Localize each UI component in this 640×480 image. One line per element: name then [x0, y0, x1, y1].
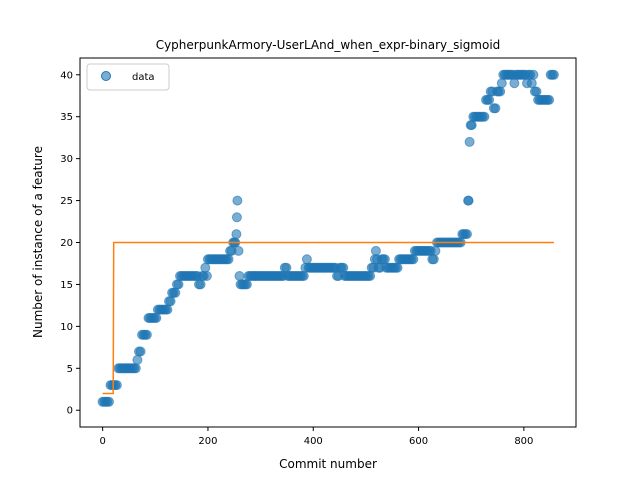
- data-point: [135, 346, 146, 357]
- y-axis: 0 5 10 15 20 25 30 35 40: [60, 70, 80, 417]
- data-point: [130, 363, 141, 374]
- x-axis-label: Commit number: [279, 457, 377, 471]
- data-point: [428, 254, 439, 265]
- legend-marker: [101, 71, 111, 81]
- x-tick-label: 0: [99, 436, 105, 447]
- y-tick-label: 15: [60, 280, 73, 291]
- data-point: [379, 254, 390, 265]
- data-point: [466, 120, 477, 131]
- data-point: [531, 86, 542, 97]
- legend-box: [86, 63, 170, 91]
- data-point: [365, 271, 376, 281]
- data-point: [370, 245, 381, 256]
- data-point: [464, 136, 475, 147]
- x-tick-label: 200: [198, 436, 217, 447]
- data-point: [200, 262, 211, 273]
- data-point: [301, 254, 312, 265]
- data-point: [548, 69, 559, 80]
- data-point: [223, 254, 234, 265]
- data-point: [195, 279, 206, 290]
- x-tick-label: 400: [304, 436, 323, 447]
- data-point: [526, 78, 537, 89]
- y-axis-label: Number of instance of a feature: [31, 146, 45, 338]
- data-point: [233, 245, 244, 256]
- legend: data: [86, 63, 170, 91]
- legend-label-data: data: [132, 72, 155, 83]
- data-point: [231, 212, 242, 223]
- data-point: [162, 304, 173, 315]
- data-point: [132, 354, 143, 365]
- fit-line: [102, 241, 554, 395]
- x-tick-label: 600: [409, 436, 428, 447]
- data-point: [281, 262, 292, 273]
- y-tick-label: 10: [60, 322, 73, 333]
- data-point: [201, 271, 212, 281]
- data-point: [165, 296, 176, 307]
- data-point: [298, 271, 309, 281]
- data-point: [151, 313, 162, 323]
- data-point: [408, 254, 419, 265]
- y-tick-label: 25: [60, 196, 73, 207]
- data-point: [509, 78, 520, 89]
- data-point: [392, 262, 403, 273]
- data-point: [496, 78, 507, 89]
- y-tick-label: 20: [60, 238, 73, 249]
- data-point: [170, 287, 181, 298]
- y-tick-label: 35: [60, 112, 73, 123]
- data-point: [463, 195, 474, 206]
- data-point: [141, 329, 152, 340]
- data-point: [241, 279, 252, 290]
- data-point: [462, 229, 472, 240]
- data-point: [232, 195, 243, 206]
- data-point: [173, 279, 184, 290]
- y-tick-label: 5: [67, 364, 73, 375]
- series-layer: [97, 69, 559, 407]
- x-axis: 0 200 400 600 800: [99, 427, 533, 447]
- data-point: [338, 262, 349, 273]
- data-point: [430, 245, 441, 256]
- y-tick-label: 30: [60, 154, 73, 165]
- data-point: [479, 111, 490, 122]
- data-point: [528, 69, 539, 80]
- x-tick-label: 800: [514, 436, 533, 447]
- data-point: [104, 396, 114, 407]
- data-point: [234, 271, 245, 281]
- y-tick-label: 0: [67, 406, 73, 417]
- chart-title: CypherpunkArmory-UserLAnd_when_expr-bina…: [156, 38, 501, 52]
- data-point: [111, 380, 122, 391]
- y-tick-label: 40: [60, 70, 73, 81]
- data-point: [484, 94, 495, 105]
- data-point: [495, 86, 506, 97]
- data-point: [490, 103, 501, 114]
- data-point: [544, 94, 555, 105]
- data-point: [231, 229, 242, 240]
